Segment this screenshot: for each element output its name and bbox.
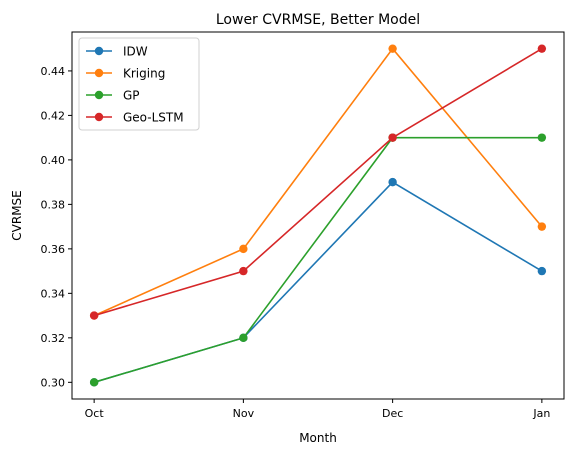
y-tick-label: 0.44 <box>41 65 66 78</box>
x-tick-label: Oct <box>85 407 105 420</box>
legend-label-idw: IDW <box>123 45 148 59</box>
legend-marker-idw <box>94 46 104 56</box>
x-axis: Oct Nov Dec Jan <box>85 399 550 420</box>
legend-label-gp: GP <box>123 89 140 103</box>
legend-marker-gp <box>94 90 104 100</box>
x-axis-label: Month <box>299 431 337 445</box>
data-point-geo-lstm <box>239 266 248 276</box>
legend-box <box>78 37 200 131</box>
data-point-gp <box>537 133 547 142</box>
y-tick-label: 0.40 <box>41 154 66 167</box>
y-tick-label: 0.32 <box>41 332 66 345</box>
x-tick-label: Dec <box>382 407 403 420</box>
y-tick-label: 0.42 <box>41 109 66 122</box>
legend-label-geo-lstm: Geo-LSTM <box>123 111 184 125</box>
x-tick-label: Nov <box>233 407 255 420</box>
data-point-gp <box>239 333 248 343</box>
legend-marker-geo-lstm <box>94 112 104 122</box>
data-point-geo-lstm <box>89 311 99 320</box>
data-point-gp <box>89 378 99 387</box>
y-tick-label: 0.30 <box>41 376 66 389</box>
data-point-geo-lstm <box>388 133 397 142</box>
data-point-kriging <box>388 44 397 53</box>
legend: IDW Kriging GP Geo-LSTM <box>78 37 200 131</box>
y-tick-label: 0.38 <box>41 198 66 211</box>
y-tick-label: 0.36 <box>41 243 66 256</box>
plot-frame <box>71 31 565 400</box>
y-axis: 0.30 0.32 0.34 0.36 0.38 0.40 0.42 0.44 <box>41 65 72 389</box>
data-point-kriging <box>537 222 547 231</box>
series-line-gp <box>93 136 542 384</box>
data-point-idw <box>537 266 547 276</box>
plot-series <box>89 44 547 387</box>
y-axis-label: CVRMSE <box>10 190 24 240</box>
series-line-idw <box>93 181 543 384</box>
data-point-geo-lstm <box>537 44 547 53</box>
chart-title: Lower CVRMSE, Better Model <box>216 12 420 28</box>
series-line-geo-lstm <box>93 47 543 317</box>
legend-label-kriging: Kriging <box>123 67 165 81</box>
legend-marker-kriging <box>94 68 104 78</box>
data-point-kriging <box>239 244 248 254</box>
y-tick-label: 0.34 <box>41 287 66 300</box>
data-point-idw <box>388 177 397 187</box>
x-tick-label: Jan <box>532 407 550 420</box>
